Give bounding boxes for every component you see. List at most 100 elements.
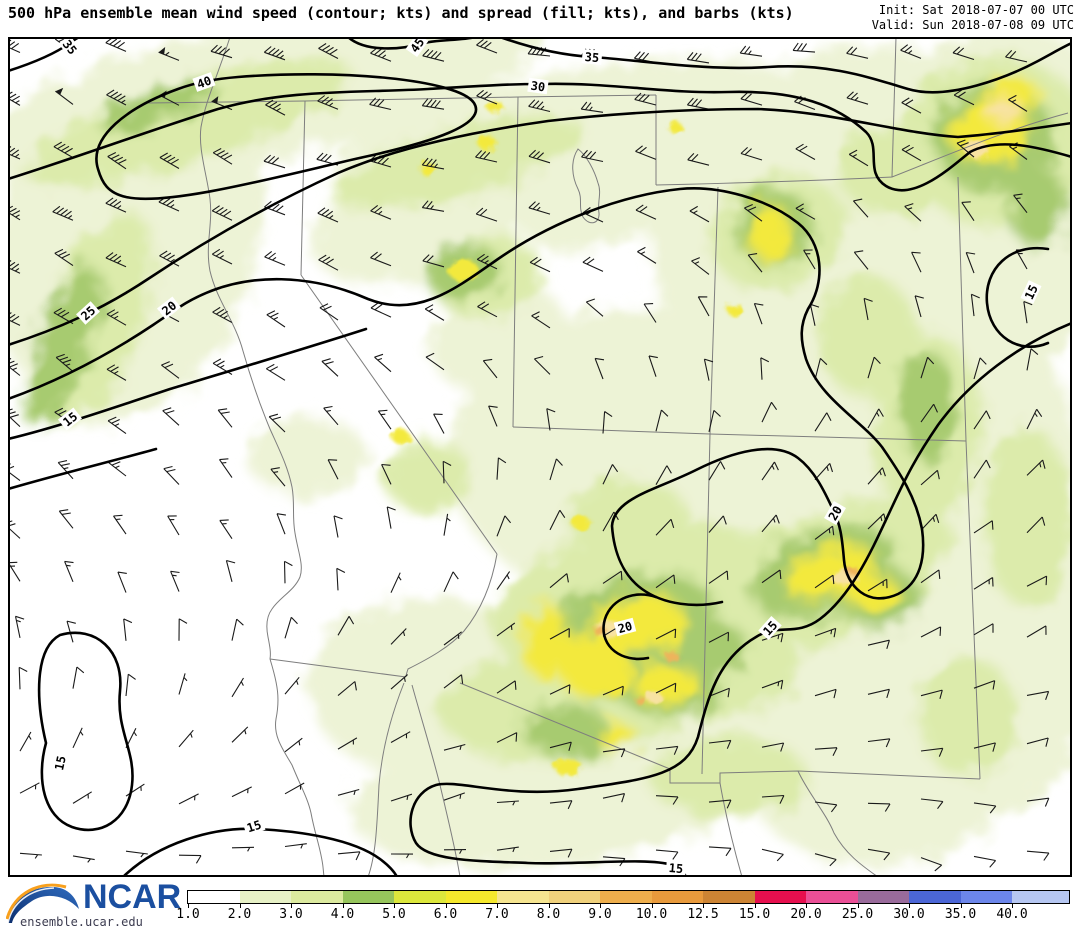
wind-barb: [265, 99, 286, 116]
wind-barb: [529, 256, 551, 273]
wind-barb: [761, 679, 784, 690]
wind-barb: [64, 560, 74, 583]
wind-barb: [920, 513, 940, 531]
spread-blob: [846, 567, 858, 575]
wind-barb: [113, 514, 127, 535]
wind-barb: [443, 571, 459, 593]
contour-15: [121, 827, 399, 877]
wind-barb: [534, 355, 551, 375]
colorbar-tick-label: 15.0: [738, 907, 771, 922]
wind-barb: [655, 849, 679, 860]
wind-barb: [973, 680, 996, 690]
wind-barb: [55, 90, 74, 105]
geo-border: [300, 274, 498, 555]
geo-border: [957, 176, 967, 442]
wind-barb: [225, 559, 236, 582]
wind-barb: [170, 570, 180, 592]
wind-barb: [318, 254, 339, 271]
wind-barb: [761, 742, 785, 752]
colorbar-tick-label: 7.0: [485, 907, 509, 922]
wind-barb: [72, 666, 85, 689]
wind-barb: [691, 257, 710, 275]
wind-barb: [488, 405, 498, 427]
wind-barb: [370, 302, 392, 318]
geo-border: [965, 440, 981, 780]
wind-barb: [911, 251, 922, 273]
geo-border: [405, 553, 498, 678]
colorbar-segment: [600, 891, 652, 903]
wind-barb: [952, 46, 975, 61]
wind-barb: [476, 38, 498, 54]
colorbar-tick: [497, 904, 498, 908]
wind-barb: [761, 794, 785, 804]
wind-barb: [973, 802, 997, 814]
wind-barb: [54, 248, 74, 267]
wind-barb: [283, 560, 293, 584]
wind-barb: [634, 92, 657, 106]
colorbar-tick: [394, 904, 395, 908]
contour-15: [409, 321, 1072, 877]
wind-barb: [814, 627, 837, 638]
spread-blob: [636, 697, 646, 705]
wind-barb: [527, 46, 551, 57]
contour-label: 20: [613, 617, 637, 637]
wind-barb: [369, 97, 392, 111]
wind-barb: [867, 408, 884, 429]
geo-border: [891, 37, 897, 178]
wind-barb: [867, 738, 891, 748]
wind-barb: [476, 253, 498, 270]
wind-barb: [105, 37, 127, 52]
wind-barb: [19, 782, 40, 794]
colorbar-segment: [960, 891, 1012, 903]
wind-barb: [421, 200, 445, 212]
wind-barb: [317, 207, 339, 223]
wind-barb: [422, 49, 445, 62]
page-title: 500 hPa ensemble mean wind speed (contou…: [8, 4, 794, 22]
colorbar-tick-label: 3.0: [279, 907, 303, 922]
wind-barb: [643, 303, 657, 323]
wind-barb: [496, 515, 512, 537]
contour-label: 15: [665, 860, 687, 876]
wind-barb: [443, 513, 451, 536]
wind-barb: [740, 92, 763, 106]
wind-barb: [637, 246, 657, 264]
wind-barb: [443, 849, 467, 854]
wind-barb: [900, 44, 922, 59]
svg-text:30: 30: [530, 79, 546, 95]
wind-barb: [848, 149, 869, 167]
wind-barb: [867, 356, 881, 379]
colorbar-segment: [651, 891, 703, 903]
contour-40: [95, 73, 478, 201]
wind-barb: [920, 798, 944, 810]
colorbar-tick-label: 4.0: [330, 907, 355, 922]
spread-blob: [520, 603, 568, 679]
colorbar-segment: [703, 891, 755, 903]
wind-barb: [178, 618, 188, 641]
wind-barb: [212, 306, 233, 323]
wind-barb: [18, 666, 28, 690]
wind-barb: [106, 364, 127, 381]
wind-barb: [284, 616, 298, 639]
wind-barb: [496, 571, 511, 590]
wind-barb: [973, 742, 996, 752]
colorbar-tick: [239, 904, 241, 908]
wind-barb: [549, 848, 573, 858]
wind-barb: [852, 198, 869, 218]
wind-barb: [655, 409, 669, 432]
wind-barb: [53, 307, 74, 325]
wind-barb: [125, 783, 145, 797]
colorbar-tick: [342, 904, 344, 908]
wind-barb: [549, 800, 573, 810]
wind-barb: [973, 855, 997, 868]
wind-barb: [475, 207, 498, 222]
wind-barb: [19, 731, 32, 752]
colorbar-tick: [1012, 904, 1013, 908]
contour-label: 20: [824, 501, 846, 525]
spread-blob: [727, 304, 743, 316]
wind-barb: [8, 312, 21, 326]
wind-barb: [546, 408, 556, 431]
geo-border: [512, 96, 519, 428]
wind-barb: [231, 677, 244, 698]
wind-barb: [433, 413, 445, 434]
